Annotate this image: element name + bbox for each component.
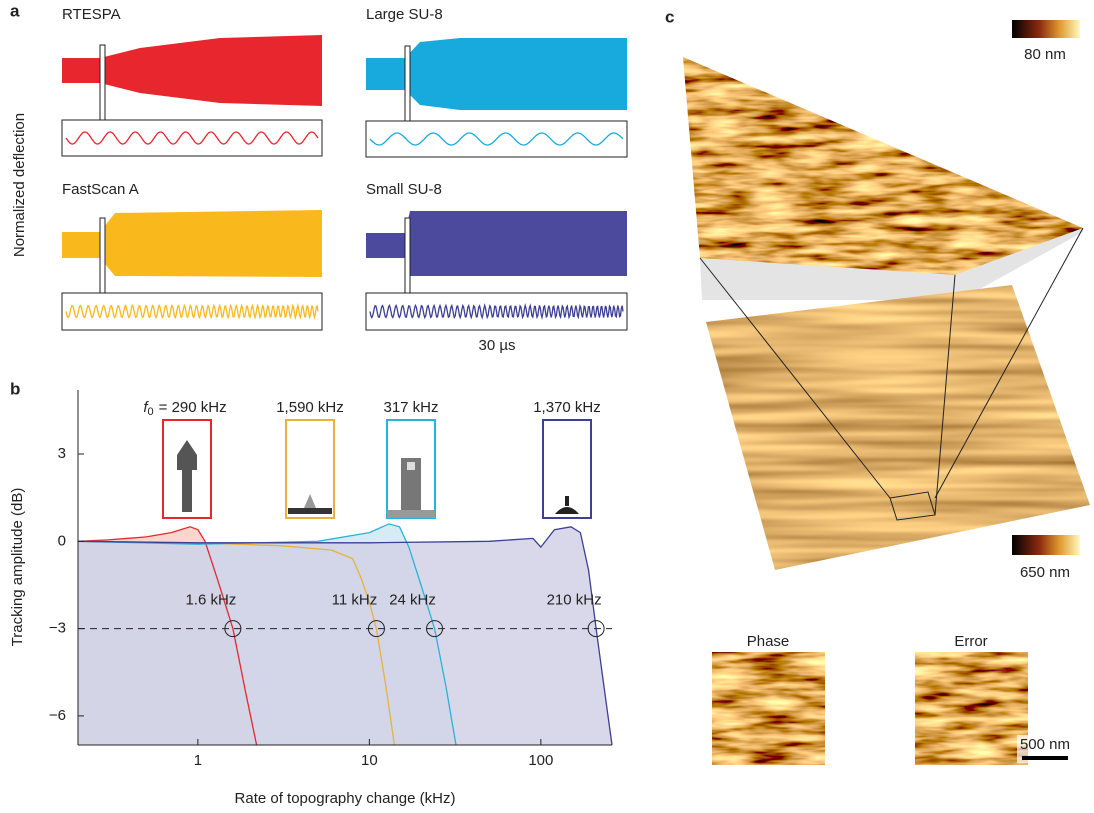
cutoff-label: 11 kHz <box>332 592 378 609</box>
panel-a: RTESPA Large SU-8 FastScan A Small SU-8 … <box>62 6 627 354</box>
area <box>78 527 612 745</box>
trace-label: FastScan A <box>62 181 139 198</box>
map-label: Error <box>954 633 987 650</box>
resonance-label: 1,590 kHz <box>276 399 344 416</box>
resonance-value: = 290 kHz <box>159 399 227 416</box>
colorbar-label: 650 nm <box>1020 564 1070 581</box>
y-axis-label: Normalized deflection <box>11 113 28 257</box>
y-axis-label: Tracking amplitude (dB) <box>9 488 26 647</box>
x-tick-label: 100 <box>528 752 553 769</box>
x-tick-label: 10 <box>361 752 378 769</box>
marker <box>100 218 105 293</box>
cutoff-label: 1.6 kHz <box>185 592 236 609</box>
panel-label: b <box>10 379 20 398</box>
trace-label: RTESPA <box>62 6 121 23</box>
phase-image <box>712 652 825 765</box>
trace-label: Large SU-8 <box>366 6 443 23</box>
colorbar <box>1012 20 1080 38</box>
tip <box>407 462 415 470</box>
map-label: Phase <box>747 633 790 650</box>
marker <box>100 45 105 120</box>
cantilever <box>288 508 332 514</box>
resonance-label: 1,370 kHz <box>533 399 601 416</box>
panel-label: c <box>665 7 674 26</box>
resonance-label: 317 kHz <box>383 399 438 416</box>
scale-label: 30 µs <box>479 337 516 354</box>
y-tick-label: 0 <box>58 532 66 549</box>
panel-label: a <box>10 1 20 20</box>
cantilever-base <box>387 510 435 518</box>
cutoff-label: 210 kHz <box>547 592 602 609</box>
figure: a b c Normalized deflection RTESPA Large… <box>0 0 1094 808</box>
x-tick-label: 1 <box>194 752 202 769</box>
marker <box>405 46 410 121</box>
colorbar-label: 80 nm <box>1024 46 1066 63</box>
error-image <box>915 652 1028 765</box>
x-axis-label: Rate of topography change (kHz) <box>235 790 456 807</box>
y-tick-label: −3 <box>49 620 66 637</box>
y-tick-label: 3 <box>58 445 66 462</box>
afm-image <box>680 50 1090 280</box>
marker <box>405 218 410 293</box>
colorbar <box>1012 535 1080 555</box>
resonance-label: f0= 290 kHz <box>143 399 226 418</box>
cutoff-label: 24 kHz <box>389 592 436 609</box>
trace-label: Small SU-8 <box>366 181 442 198</box>
subscript: 0 <box>148 406 154 418</box>
y-tick-label: −6 <box>49 707 66 724</box>
panel-c: 80 nm 650 nm Phase Error 500 nm <box>680 20 1094 765</box>
tip <box>565 496 569 506</box>
scale-bar-label: 500 nm <box>1020 736 1070 753</box>
